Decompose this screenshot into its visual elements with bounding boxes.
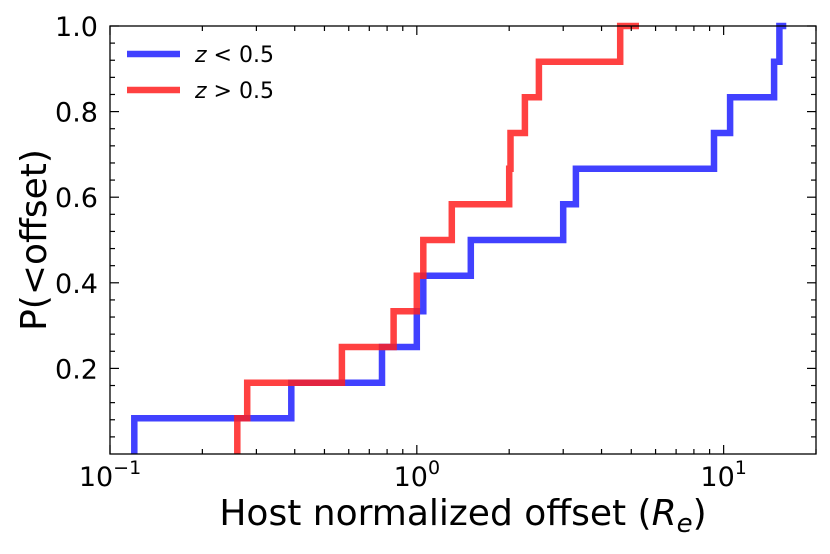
x-tick-label: 10−1 <box>79 457 141 493</box>
plot-frame <box>109 25 817 455</box>
series-line-low-z <box>131 22 787 454</box>
series-layer <box>131 22 787 454</box>
x-axis-label: Host normalized offset (Re) <box>219 493 706 539</box>
legend-label-high-z: z > 0.5 <box>194 79 274 104</box>
series-line-high-z <box>234 22 639 454</box>
legend-label-low-z: z < 0.5 <box>194 43 274 68</box>
ticks-layer: 10−1 100 101 0.2 0.4 0.6 0.8 1.0 <box>55 12 817 493</box>
y-tick-label: 1.0 <box>55 12 98 43</box>
y-tick-label: 0.8 <box>55 98 98 129</box>
y-axis-label: P(<offset) <box>14 149 55 331</box>
y-tick-label: 0.2 <box>55 354 98 385</box>
x-tick-label: 100 <box>394 457 440 493</box>
legend: z < 0.5 z > 0.5 <box>127 43 274 104</box>
y-tick-label: 0.6 <box>55 183 98 214</box>
y-tick-label: 0.4 <box>55 269 98 300</box>
x-tick-label: 101 <box>700 457 746 493</box>
